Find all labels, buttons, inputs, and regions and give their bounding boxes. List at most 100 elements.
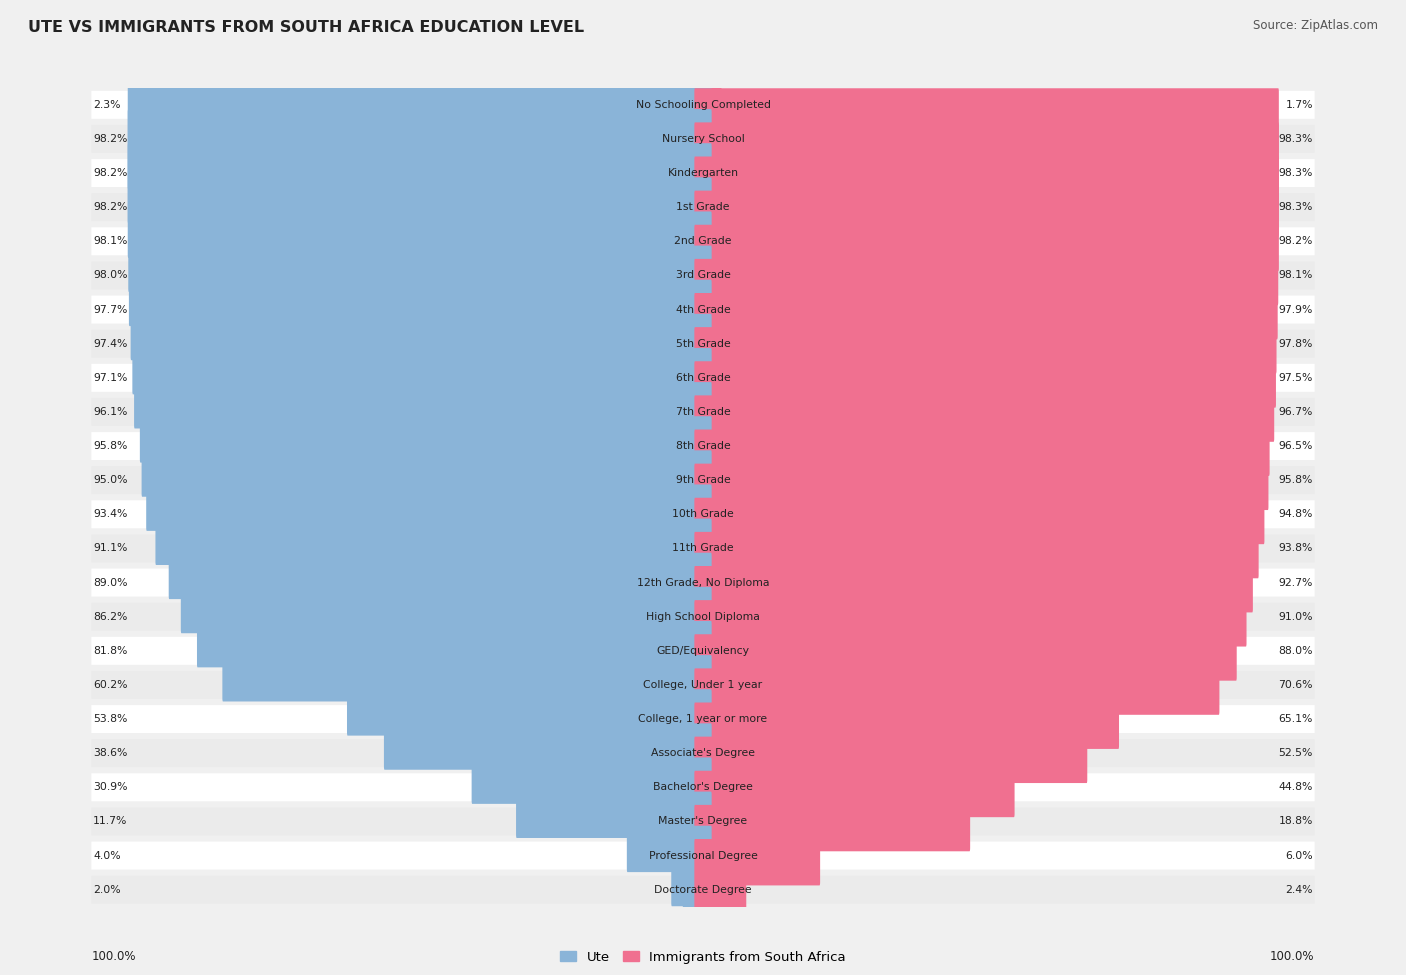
FancyBboxPatch shape (169, 485, 711, 599)
Text: 98.0%: 98.0% (93, 270, 128, 281)
FancyBboxPatch shape (695, 157, 1279, 271)
FancyBboxPatch shape (695, 362, 1270, 476)
FancyBboxPatch shape (91, 364, 1315, 392)
FancyBboxPatch shape (671, 792, 711, 906)
Text: 94.8%: 94.8% (1278, 509, 1313, 520)
FancyBboxPatch shape (91, 432, 1315, 460)
Text: Source: ZipAtlas.com: Source: ZipAtlas.com (1253, 20, 1378, 32)
Text: 86.2%: 86.2% (93, 611, 128, 622)
Text: 5th Grade: 5th Grade (676, 338, 730, 349)
Text: 97.7%: 97.7% (93, 304, 128, 315)
Text: 96.5%: 96.5% (1278, 441, 1313, 451)
FancyBboxPatch shape (91, 603, 1315, 631)
Text: 96.1%: 96.1% (93, 407, 128, 417)
FancyBboxPatch shape (91, 637, 1315, 665)
Text: Associate's Degree: Associate's Degree (651, 748, 755, 759)
Text: 100.0%: 100.0% (91, 951, 136, 963)
FancyBboxPatch shape (91, 534, 1315, 563)
Text: 93.8%: 93.8% (1278, 543, 1313, 554)
Text: 18.8%: 18.8% (1278, 816, 1313, 827)
Text: 97.4%: 97.4% (93, 338, 128, 349)
Text: 97.1%: 97.1% (93, 372, 128, 383)
FancyBboxPatch shape (91, 193, 1315, 221)
Text: 60.2%: 60.2% (93, 680, 128, 690)
FancyBboxPatch shape (91, 261, 1315, 290)
Text: 91.1%: 91.1% (93, 543, 128, 554)
FancyBboxPatch shape (627, 758, 711, 872)
FancyBboxPatch shape (471, 689, 711, 803)
Text: 93.4%: 93.4% (93, 509, 128, 520)
Text: 11th Grade: 11th Grade (672, 543, 734, 554)
FancyBboxPatch shape (91, 466, 1315, 494)
FancyBboxPatch shape (91, 125, 1315, 153)
FancyBboxPatch shape (91, 705, 1315, 733)
Text: 4.0%: 4.0% (93, 850, 121, 861)
Text: 97.9%: 97.9% (1278, 304, 1313, 315)
FancyBboxPatch shape (156, 450, 711, 565)
Text: 98.2%: 98.2% (93, 202, 128, 213)
FancyBboxPatch shape (91, 671, 1315, 699)
Text: 70.6%: 70.6% (1278, 680, 1313, 690)
Text: 6.0%: 6.0% (1285, 850, 1313, 861)
FancyBboxPatch shape (91, 330, 1315, 358)
FancyBboxPatch shape (695, 771, 820, 885)
FancyBboxPatch shape (347, 621, 711, 735)
FancyBboxPatch shape (91, 295, 1315, 324)
FancyBboxPatch shape (91, 500, 1315, 528)
Text: College, Under 1 year: College, Under 1 year (644, 680, 762, 690)
Text: 97.8%: 97.8% (1278, 338, 1313, 349)
Legend: Ute, Immigrants from South Africa: Ute, Immigrants from South Africa (560, 951, 846, 963)
Text: Master's Degree: Master's Degree (658, 816, 748, 827)
Text: 81.8%: 81.8% (93, 645, 128, 656)
Text: 95.8%: 95.8% (1278, 475, 1313, 486)
FancyBboxPatch shape (128, 75, 711, 189)
Text: 89.0%: 89.0% (93, 577, 128, 588)
FancyBboxPatch shape (91, 159, 1315, 187)
Text: 98.1%: 98.1% (93, 236, 128, 247)
Text: 3rd Grade: 3rd Grade (675, 270, 731, 281)
FancyBboxPatch shape (695, 191, 1278, 305)
Text: 11.7%: 11.7% (93, 816, 128, 827)
FancyBboxPatch shape (695, 293, 1277, 408)
FancyBboxPatch shape (695, 839, 725, 954)
Text: High School Diploma: High School Diploma (647, 611, 759, 622)
FancyBboxPatch shape (146, 416, 711, 530)
Text: 9th Grade: 9th Grade (676, 475, 730, 486)
Text: 1.7%: 1.7% (1285, 99, 1313, 110)
Text: 98.3%: 98.3% (1278, 134, 1313, 144)
FancyBboxPatch shape (91, 398, 1315, 426)
Text: 2nd Grade: 2nd Grade (675, 236, 731, 247)
Text: 91.0%: 91.0% (1278, 611, 1313, 622)
FancyBboxPatch shape (695, 328, 1274, 442)
Text: 96.7%: 96.7% (1278, 407, 1313, 417)
Text: College, 1 year or more: College, 1 year or more (638, 714, 768, 724)
FancyBboxPatch shape (695, 737, 970, 851)
FancyBboxPatch shape (129, 212, 711, 326)
FancyBboxPatch shape (197, 553, 711, 667)
Text: 98.2%: 98.2% (93, 168, 128, 178)
FancyBboxPatch shape (695, 396, 1268, 510)
FancyBboxPatch shape (134, 314, 711, 428)
Text: 97.5%: 97.5% (1278, 372, 1313, 383)
Text: 98.2%: 98.2% (93, 134, 128, 144)
FancyBboxPatch shape (695, 259, 1277, 373)
FancyBboxPatch shape (132, 280, 711, 394)
Text: 12th Grade, No Diploma: 12th Grade, No Diploma (637, 577, 769, 588)
Text: 88.0%: 88.0% (1278, 645, 1313, 656)
FancyBboxPatch shape (91, 568, 1315, 597)
Text: 10th Grade: 10th Grade (672, 509, 734, 520)
FancyBboxPatch shape (91, 773, 1315, 801)
FancyBboxPatch shape (384, 655, 711, 769)
Text: 98.1%: 98.1% (1278, 270, 1313, 281)
FancyBboxPatch shape (695, 430, 1264, 544)
Text: Professional Degree: Professional Degree (648, 850, 758, 861)
Text: 38.6%: 38.6% (93, 748, 128, 759)
FancyBboxPatch shape (139, 348, 711, 462)
Text: 92.7%: 92.7% (1278, 577, 1313, 588)
Text: 1st Grade: 1st Grade (676, 202, 730, 213)
Text: 53.8%: 53.8% (93, 714, 128, 724)
Text: UTE VS IMMIGRANTS FROM SOUTH AFRICA EDUCATION LEVEL: UTE VS IMMIGRANTS FROM SOUTH AFRICA EDUC… (28, 20, 585, 34)
FancyBboxPatch shape (695, 532, 1247, 646)
FancyBboxPatch shape (695, 55, 721, 169)
FancyBboxPatch shape (695, 703, 1015, 817)
